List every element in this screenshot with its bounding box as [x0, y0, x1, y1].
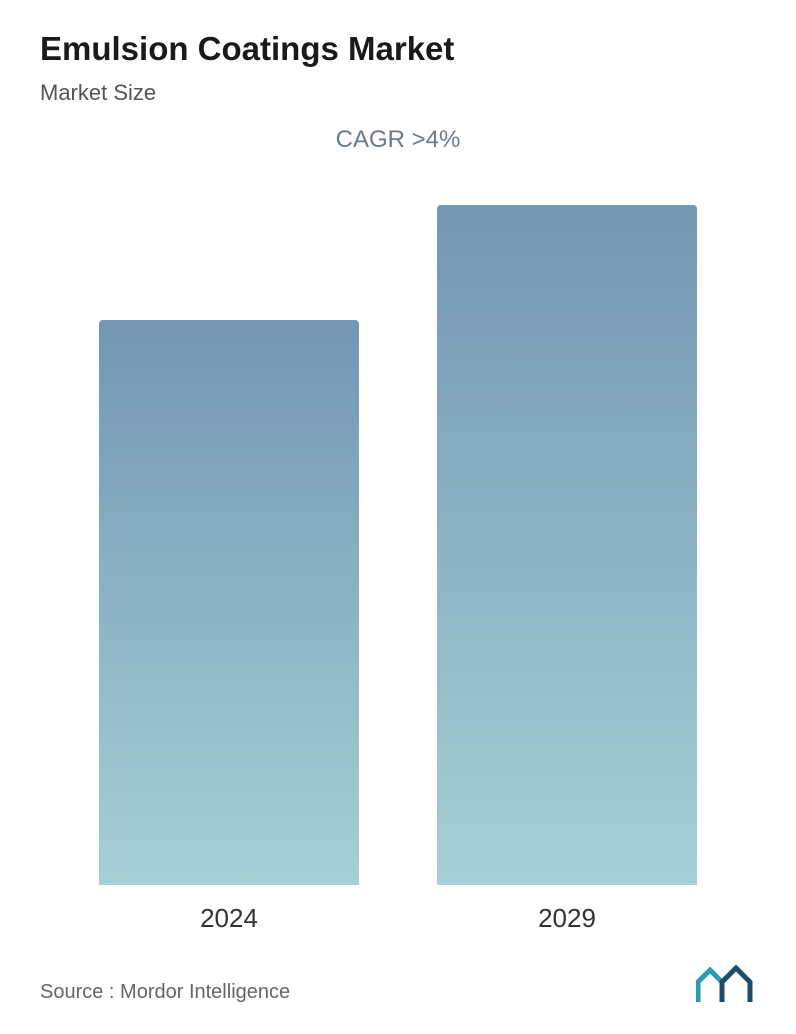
bar-2024: [99, 320, 359, 885]
logo-icon: [696, 964, 756, 1004]
footer: Source : Mordor Intelligence: [40, 934, 756, 1014]
bar-group-0: 2024: [99, 320, 359, 934]
bar-label-2029: 2029: [538, 903, 596, 934]
brand-logo: [696, 964, 756, 1004]
chart-container: Emulsion Coatings Market Market Size CAG…: [0, 0, 796, 1034]
bar-group-1: 2029: [437, 205, 697, 934]
page-subtitle: Market Size: [40, 80, 756, 106]
page-title: Emulsion Coatings Market: [40, 30, 756, 68]
bar-2029: [437, 205, 697, 885]
bar-label-2024: 2024: [200, 903, 258, 934]
source-text: Source : Mordor Intelligence: [40, 981, 290, 1004]
bar-chart: 2024 2029: [40, 164, 756, 934]
cagr-label: CAGR >4%: [40, 126, 756, 154]
